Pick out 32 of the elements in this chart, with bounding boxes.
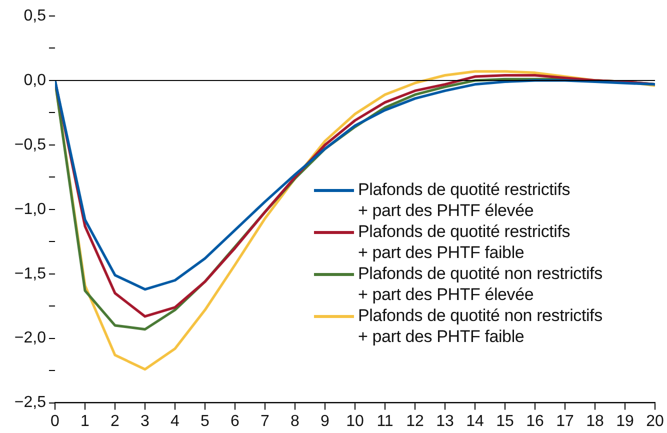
x-tick-label: 10 <box>346 412 364 430</box>
y-tick-label: 0,5 <box>24 7 46 24</box>
x-tick-label: 20 <box>646 412 664 430</box>
x-tick-label: 18 <box>586 412 604 430</box>
legend-label: Plafonds de quotité non restrictifs + part des PHTF élevée <box>358 264 602 305</box>
x-tick-label: 14 <box>466 412 484 430</box>
x-tick-label: 16 <box>526 412 544 430</box>
x-tick-label: 17 <box>556 412 574 430</box>
x-tick-label: 13 <box>436 412 454 430</box>
x-tick-label: 0 <box>50 412 60 430</box>
x-tick-label: 8 <box>290 412 300 430</box>
legend-label: Plafonds de quotité restrictifs + part des PHTF faible <box>358 222 570 263</box>
y-tick-label: −1,0 <box>14 200 46 218</box>
y-tick-label: −2,5 <box>14 394 46 412</box>
y-tick-label: −1,5 <box>14 265 46 282</box>
y-tick-label: −2,0 <box>14 330 46 347</box>
x-tick-label: 3 <box>140 412 150 430</box>
y-tick-label: 0,0 <box>24 72 46 89</box>
x-tick-label: 1 <box>80 412 90 430</box>
x-tick-label: 7 <box>260 412 270 430</box>
x-tick-label: 4 <box>170 412 180 430</box>
legend-label: Plafonds de quotité restrictifs + part des PHTF élevée <box>358 180 570 221</box>
y-tick-label: −0,5 <box>14 136 46 154</box>
x-tick-label: 19 <box>616 412 634 430</box>
x-tick-label: 2 <box>110 412 120 430</box>
x-tick-label: 5 <box>200 412 210 430</box>
x-tick-label: 15 <box>496 412 514 430</box>
x-tick-label: 9 <box>320 412 330 430</box>
x-tick-label: 12 <box>406 412 424 430</box>
x-tick-label: 11 <box>376 412 394 430</box>
legend-label: Plafonds de quotité non restrictifs + part des PHTF faible <box>358 306 602 347</box>
x-tick-label: 6 <box>230 412 240 430</box>
